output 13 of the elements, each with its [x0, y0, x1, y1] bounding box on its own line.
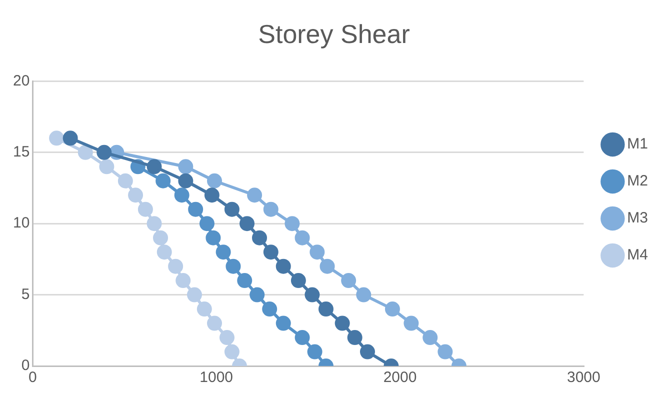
y-tick-label: 0: [21, 357, 30, 374]
legend-label: M1: [627, 136, 648, 153]
y-tick-label: 5: [21, 286, 30, 303]
chart-title: Storey Shear: [258, 18, 410, 49]
x-tick-label: 2000: [383, 369, 417, 386]
y-tick-label: 20: [12, 72, 30, 90]
legend-label: M3: [627, 210, 648, 227]
legend-label: M2: [627, 172, 648, 190]
x-tick-label: 1000: [200, 369, 234, 386]
legend-label: M4: [627, 246, 648, 264]
x-tick-label: 3000: [566, 369, 600, 386]
y-tick-label: 15: [12, 144, 30, 161]
y-tick-label: 10: [12, 214, 30, 232]
